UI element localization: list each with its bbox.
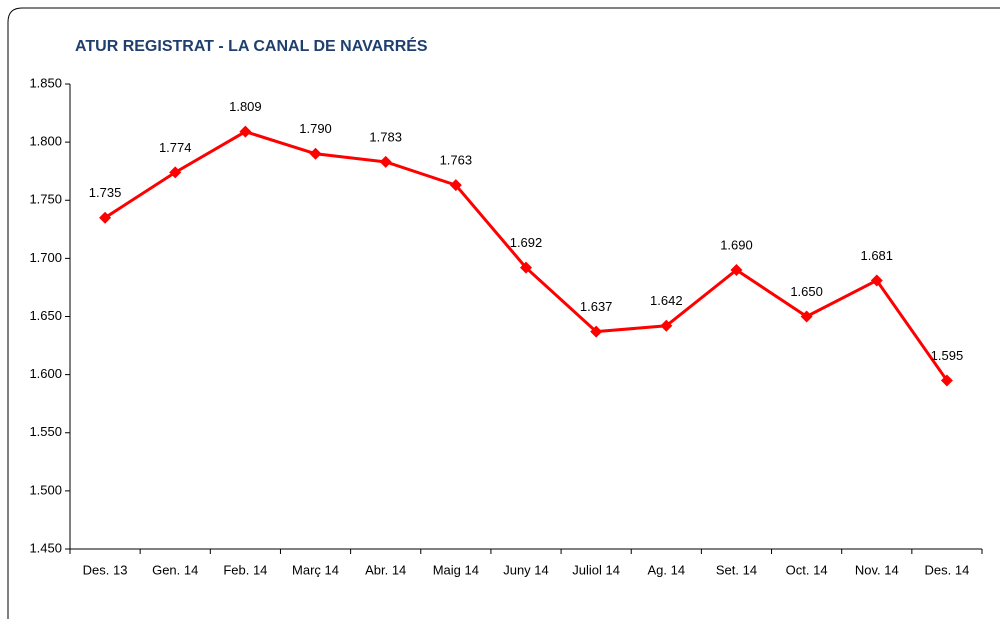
- y-tick-label: 1.650: [29, 308, 62, 323]
- x-tick-label: Abr. 14: [365, 562, 406, 577]
- y-tick-label: 1.750: [29, 192, 62, 207]
- x-tick-label: Des. 13: [83, 562, 128, 577]
- marker: [940, 374, 953, 387]
- marker: [449, 179, 462, 192]
- data-label: 1.763: [440, 153, 473, 168]
- x-tick-label: Des. 14: [925, 562, 970, 577]
- data-label: 1.637: [580, 299, 613, 314]
- data-label: 1.642: [650, 293, 683, 308]
- marker: [730, 264, 743, 276]
- y-tick-label: 1.500: [29, 482, 62, 497]
- series-line: [104, 130, 949, 382]
- x-tick-label: Ag. 14: [648, 562, 686, 577]
- marker: [590, 325, 603, 338]
- marker: [169, 166, 182, 179]
- marker: [379, 155, 392, 168]
- y-tick-label: 1.700: [29, 250, 62, 265]
- data-label: 1.774: [159, 140, 192, 155]
- marker: [239, 125, 252, 138]
- x-tick-label: Juliol 14: [572, 562, 620, 577]
- marker: [800, 310, 813, 323]
- y-tick-label: 1.550: [29, 424, 62, 439]
- marker: [520, 261, 532, 274]
- y-tick-label: 1.450: [29, 540, 62, 555]
- data-label: 1.809: [229, 99, 262, 114]
- x-tick-label: Set. 14: [716, 562, 757, 577]
- data-label: 1.650: [790, 284, 823, 299]
- data-label: 1.790: [299, 121, 332, 136]
- chart-title: ATUR REGISTRAT - LA CANAL DE NAVARRÉS: [75, 36, 428, 55]
- x-tick-label: Oct. 14: [786, 562, 828, 577]
- marker: [660, 319, 673, 332]
- data-label: 1.595: [931, 348, 964, 363]
- data-label: 1.692: [510, 235, 543, 250]
- y-tick-label: 1.800: [29, 134, 62, 149]
- data-label: 1.783: [369, 129, 402, 144]
- x-tick-label: Juny 14: [503, 562, 549, 577]
- marker: [870, 274, 883, 287]
- frame: [7, 7, 1000, 619]
- marker: [99, 211, 112, 224]
- y-tick-label: 1.600: [29, 366, 62, 381]
- data-label: 1.690: [720, 237, 753, 252]
- x-tick-label: Nov. 14: [855, 562, 899, 577]
- data-label: 1.735: [89, 185, 122, 200]
- x-tick-label: Maig 14: [433, 562, 479, 577]
- x-tick-label: Feb. 14: [223, 562, 267, 577]
- x-tick-label: Gen. 14: [152, 562, 198, 577]
- y-tick-label: 1.850: [29, 75, 62, 90]
- marker: [309, 147, 322, 160]
- x-tick-label: Març 14: [292, 562, 339, 577]
- data-label: 1.681: [860, 248, 893, 263]
